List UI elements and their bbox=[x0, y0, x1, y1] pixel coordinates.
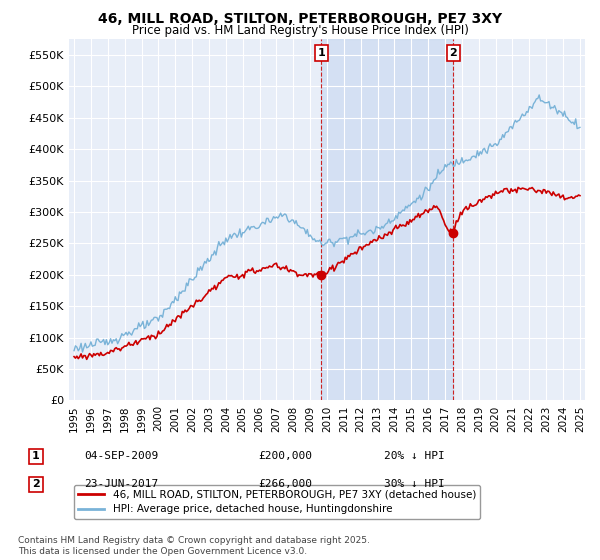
Text: Price paid vs. HM Land Registry's House Price Index (HPI): Price paid vs. HM Land Registry's House … bbox=[131, 24, 469, 36]
Text: 20% ↓ HPI: 20% ↓ HPI bbox=[384, 451, 445, 461]
Text: 1: 1 bbox=[32, 451, 40, 461]
Text: 04-SEP-2009: 04-SEP-2009 bbox=[84, 451, 158, 461]
Text: 1: 1 bbox=[317, 48, 325, 58]
Text: £266,000: £266,000 bbox=[258, 479, 312, 489]
Text: 23-JUN-2017: 23-JUN-2017 bbox=[84, 479, 158, 489]
Text: £200,000: £200,000 bbox=[258, 451, 312, 461]
Text: 2: 2 bbox=[449, 48, 457, 58]
Bar bbox=[322, 39, 454, 400]
Legend: 46, MILL ROAD, STILTON, PETERBOROUGH, PE7 3XY (detached house), HPI: Average pri: 46, MILL ROAD, STILTON, PETERBOROUGH, PE… bbox=[74, 485, 480, 519]
Text: 46, MILL ROAD, STILTON, PETERBOROUGH, PE7 3XY: 46, MILL ROAD, STILTON, PETERBOROUGH, PE… bbox=[98, 12, 502, 26]
Text: 30% ↓ HPI: 30% ↓ HPI bbox=[384, 479, 445, 489]
Text: 2: 2 bbox=[32, 479, 40, 489]
Text: Contains HM Land Registry data © Crown copyright and database right 2025.
This d: Contains HM Land Registry data © Crown c… bbox=[18, 536, 370, 556]
